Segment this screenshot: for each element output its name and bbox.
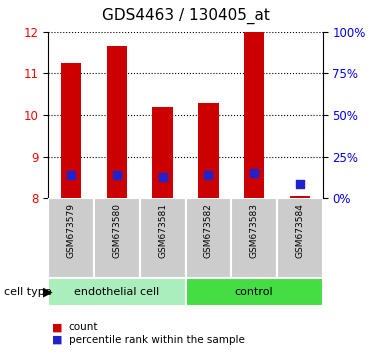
Text: GSM673580: GSM673580 — [112, 203, 121, 258]
Bar — [106, 46, 127, 198]
Point — [114, 172, 120, 178]
Text: ■: ■ — [52, 335, 62, 345]
Text: GSM673581: GSM673581 — [158, 203, 167, 258]
Bar — [94, 198, 140, 278]
Text: GDS4463 / 130405_at: GDS4463 / 130405_at — [102, 8, 269, 24]
Text: GSM673582: GSM673582 — [204, 203, 213, 258]
Bar — [152, 107, 173, 198]
Point — [297, 181, 303, 187]
Bar — [48, 278, 186, 306]
Bar — [186, 278, 323, 306]
Text: GSM673579: GSM673579 — [67, 203, 76, 258]
Bar — [140, 198, 186, 278]
Text: cell type: cell type — [4, 287, 51, 297]
Text: control: control — [235, 287, 273, 297]
Point — [251, 171, 257, 176]
Bar — [186, 198, 231, 278]
Text: GSM673583: GSM673583 — [250, 203, 259, 258]
Text: percentile rank within the sample: percentile rank within the sample — [69, 335, 244, 345]
Point — [68, 172, 74, 178]
Bar — [290, 196, 310, 198]
Text: ▶: ▶ — [43, 286, 52, 298]
Bar — [231, 198, 277, 278]
Point — [206, 172, 211, 178]
Text: endothelial cell: endothelial cell — [74, 287, 160, 297]
Text: GSM673584: GSM673584 — [295, 203, 304, 258]
Bar — [48, 198, 94, 278]
Bar — [277, 198, 323, 278]
Text: ■: ■ — [52, 322, 62, 332]
Bar — [61, 63, 81, 198]
Text: count: count — [69, 322, 98, 332]
Point — [160, 175, 165, 180]
Bar — [244, 32, 265, 198]
Bar — [198, 103, 219, 198]
